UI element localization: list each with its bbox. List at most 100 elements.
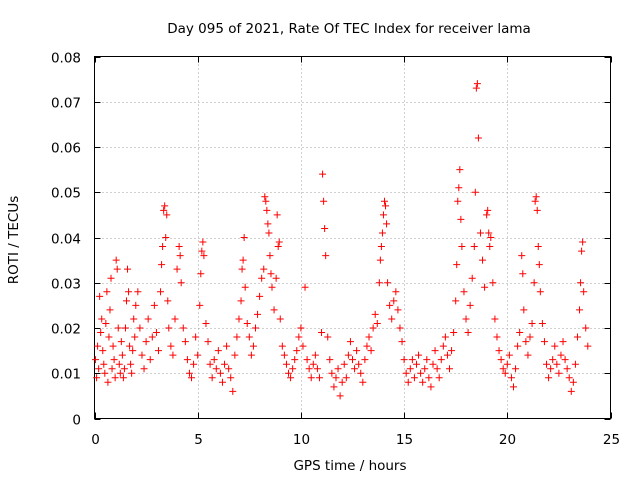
data-point [185,369,193,377]
data-point [311,351,319,359]
data-point [148,333,156,341]
data-point [132,301,140,309]
data-point [258,274,266,282]
data-point [169,351,177,359]
data-point [367,347,375,355]
data-point [154,347,162,355]
data-point [425,374,433,382]
data-point [104,378,112,386]
data-point [173,265,181,273]
data-point [417,369,425,377]
data-point [197,270,205,278]
data-point [175,243,183,251]
data-point [96,292,104,300]
data-point [101,369,109,377]
x-tick-labels: 0 5 10 15 20 25 [91,432,620,448]
data-point [125,288,133,296]
data-point [291,356,299,364]
plot-frame [94,56,611,419]
data-point [225,365,233,373]
data-point [273,211,281,219]
data-point [470,243,478,251]
data-point [119,374,127,382]
data-point [549,356,557,364]
data-point [129,347,137,355]
data-point [285,369,293,377]
data-point [578,247,586,255]
data-point [117,338,125,346]
data-point [116,369,124,377]
data-point [128,369,136,377]
data-point [157,288,165,296]
data-point [268,283,276,291]
data-point [260,265,268,273]
data-point [100,360,108,368]
data-point [322,252,330,260]
data-point [276,315,284,323]
data-point [218,378,226,386]
data-point [501,369,509,377]
y-tick-label: 0.04 [51,232,81,248]
data-point [162,234,170,241]
x-tick-label: 25 [603,432,620,448]
data-point [396,324,404,332]
y-tick-labels: 0 0.01 0.02 0.03 0.04 0.05 0.06 0.07 0.08 [51,51,81,429]
data-point [176,252,184,260]
data-point [579,238,587,246]
data-point [384,279,392,287]
data-point [124,265,132,273]
data-point [320,197,328,205]
data-point [349,356,356,364]
data-point [355,360,363,368]
data-point [275,238,283,246]
data-point [303,356,311,364]
data-point [233,333,241,341]
data-point [524,351,532,359]
data-point [458,243,466,251]
data-point [457,215,465,223]
data-point [380,197,388,205]
data-point [106,306,114,314]
data-point [371,310,379,318]
data-point [266,252,274,260]
data-point [479,256,487,264]
data-point [454,197,462,205]
data-point [231,351,239,359]
data-point [561,356,569,364]
data-point [415,351,423,359]
data-point [315,374,323,382]
data-point [212,365,220,373]
data-point [567,387,575,395]
y-tick-label: 0.06 [51,141,81,157]
data-point [198,247,206,255]
data-point [499,365,507,373]
data-point [433,365,441,373]
data-point [392,288,400,296]
data-point [280,351,288,359]
data-point [122,297,130,305]
data-point [582,324,590,332]
data-point [338,378,346,386]
data-point [468,274,476,282]
data-point [509,383,517,391]
data-point [183,356,191,364]
x-tick-label: 15 [396,432,413,448]
data-point [512,365,520,373]
data-point [412,360,420,368]
data-point [192,333,200,341]
data-point [359,378,367,386]
data-point [263,206,271,214]
data-point [382,202,390,210]
data-point [493,333,501,341]
data-point [466,301,474,309]
y-tick-label: 0.02 [51,322,81,338]
data-point [321,224,329,232]
data-point [102,319,110,327]
data-point [160,206,168,214]
data-point [543,360,551,368]
data-point [443,351,451,359]
data-point [584,342,592,350]
data-point [555,369,563,377]
data-point [206,360,214,368]
